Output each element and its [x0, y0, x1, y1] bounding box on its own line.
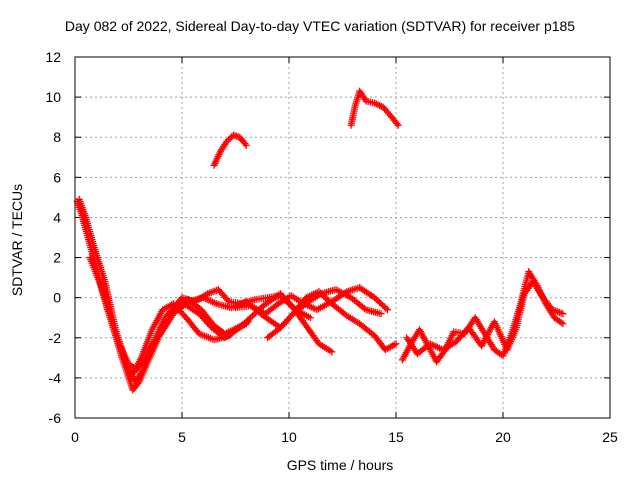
data-point — [392, 340, 400, 348]
data-point — [223, 137, 231, 145]
y-tick-label: 12 — [45, 49, 61, 65]
data-point — [323, 295, 331, 303]
data-point — [321, 294, 329, 302]
series-s8 — [210, 131, 250, 169]
series-s9 — [347, 87, 402, 129]
data-layer — [73, 87, 567, 394]
y-tick-label: -6 — [49, 410, 62, 426]
data-point — [134, 380, 142, 388]
data-point — [328, 348, 336, 356]
data-point — [317, 289, 325, 297]
y-tick-label: 6 — [53, 169, 61, 185]
data-point — [372, 295, 380, 303]
data-point — [183, 299, 191, 307]
y-tick-label: -4 — [49, 370, 62, 386]
series-s7 — [264, 288, 400, 354]
data-point — [559, 320, 567, 328]
y-tick-label: 4 — [53, 209, 61, 225]
data-point — [225, 136, 233, 144]
data-point — [383, 306, 391, 314]
y-axis-label: SDTVAR / TECUs — [9, 183, 25, 297]
data-point — [226, 134, 234, 142]
series-s1 — [73, 197, 336, 374]
y-tick-label: 10 — [45, 89, 61, 105]
data-point — [318, 291, 326, 299]
data-point — [315, 288, 323, 296]
grid-layer — [75, 57, 610, 418]
series-s11 — [403, 278, 567, 358]
data-point — [371, 294, 379, 302]
data-point — [380, 303, 388, 311]
data-point — [374, 297, 382, 305]
y-tick-label: 0 — [53, 290, 61, 306]
data-point — [285, 299, 293, 307]
data-point — [360, 304, 368, 312]
data-point — [278, 291, 286, 299]
data-point — [375, 298, 383, 306]
chart-title: Day 082 of 2022, Sidereal Day-to-day VTE… — [64, 18, 576, 34]
data-point — [276, 290, 284, 298]
plot-frame — [74, 56, 611, 419]
x-tick-label: 5 — [178, 429, 186, 445]
data-point — [306, 314, 314, 322]
data-point — [241, 140, 249, 148]
data-point — [393, 120, 401, 128]
data-point — [377, 300, 385, 308]
data-point — [288, 302, 296, 310]
x-tick-label: 25 — [602, 429, 618, 445]
data-point — [287, 301, 295, 309]
data-point — [320, 292, 328, 300]
data-point — [382, 304, 390, 312]
y-tick-label: 8 — [53, 129, 61, 145]
x-axis-label: GPS time / hours — [286, 457, 394, 473]
x-tick-label: 10 — [281, 429, 297, 445]
y-tick-label: 2 — [53, 250, 61, 266]
x-tick-label: 20 — [495, 429, 511, 445]
data-point — [377, 310, 385, 318]
x-tick-label: 0 — [71, 429, 79, 445]
data-point — [394, 121, 402, 129]
x-tick-label: 15 — [388, 429, 404, 445]
y-tick-label: -2 — [49, 330, 62, 346]
data-point — [242, 141, 250, 149]
data-point — [559, 310, 567, 318]
data-point — [379, 301, 387, 309]
data-point — [325, 297, 333, 305]
